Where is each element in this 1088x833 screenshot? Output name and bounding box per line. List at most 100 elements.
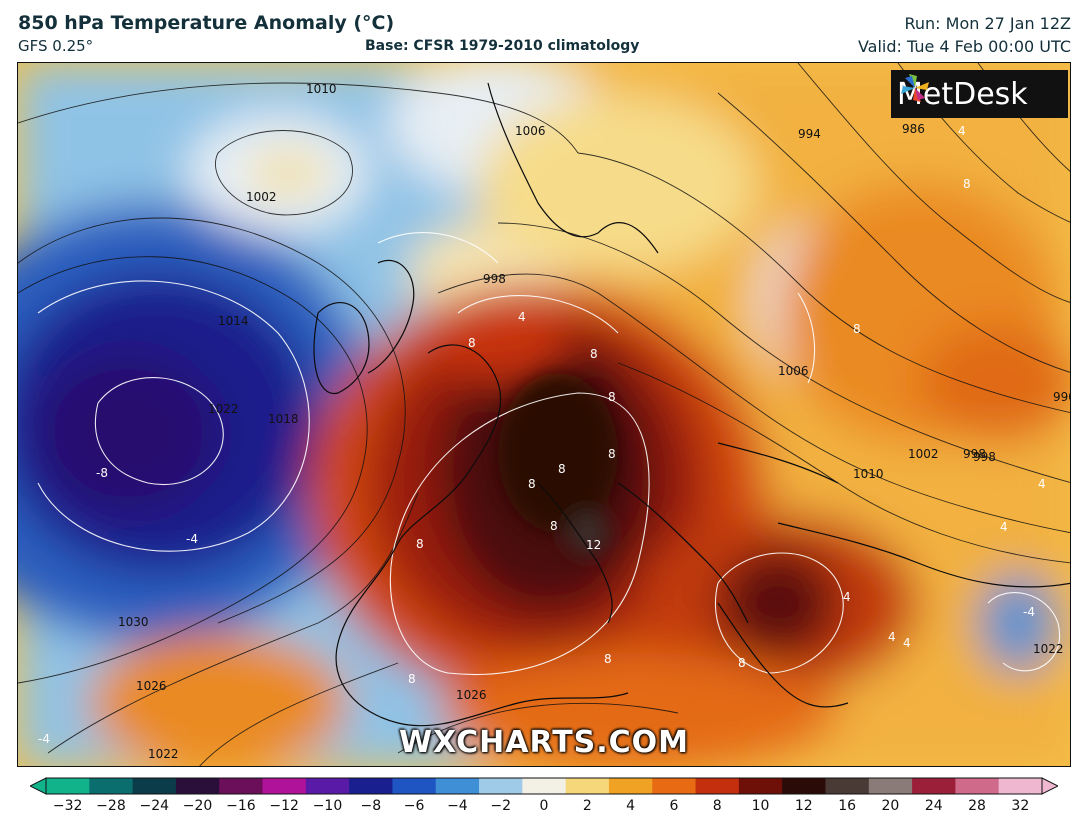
colorbar-tick-label: −32	[52, 798, 83, 814]
colorbar-tick-label: 20	[881, 798, 900, 814]
isobar-label: 1014	[218, 314, 249, 328]
colorbar-cell	[565, 778, 610, 794]
anomaly-isoline-label: 8	[528, 477, 536, 491]
isobar-label: 1030	[118, 615, 149, 629]
colorbar-cell	[479, 778, 523, 794]
climatology-base-label: Base: CFSR 1979-2010 climatology	[365, 38, 640, 54]
colorbar-cell	[825, 778, 870, 794]
colorbar-cell	[782, 778, 826, 794]
colorbar-tick-label: 8	[712, 798, 722, 814]
anomaly-isoline-label: -4	[1023, 605, 1035, 619]
colorbar-tick-label: 6	[669, 798, 679, 814]
colorbar-tick-label: 2	[582, 798, 592, 814]
colorbar-frame	[45, 777, 1043, 795]
isobar-label: 998	[973, 450, 996, 464]
metdesk-logo: MetDesk	[891, 70, 1068, 118]
colorbar-cell	[738, 778, 783, 794]
isobar-label: 1026	[456, 688, 487, 702]
anomaly-isoline-label: 8	[738, 656, 746, 670]
colorbar-cell	[219, 778, 264, 794]
anomaly-core	[498, 373, 618, 555]
anomaly-isoline-label: 4	[1038, 477, 1046, 491]
anomaly-map[interactable]: 1010 1006 1002 998 994 986 1014 1018 1022 1030 102…	[17, 62, 1071, 767]
anomaly-isoline-label: 8	[604, 652, 612, 666]
anomaly-isoline-label: 4	[843, 590, 851, 604]
isobar-label: 1022	[1033, 642, 1064, 656]
colorbar-cell	[695, 778, 740, 794]
colorbar-over-arrow	[1041, 777, 1058, 795]
colorbar-cell	[868, 778, 913, 794]
anomaly-isoline-label: 8	[590, 347, 598, 361]
colorbar-cell	[262, 778, 307, 794]
colorbar-tick-label: −10	[312, 798, 343, 814]
anomaly-isoline-label: 4	[903, 636, 911, 650]
colorbar-cell	[392, 778, 437, 794]
colorbar-tick-label: −4	[447, 798, 468, 814]
valid-time-label: Valid: Tue 4 Feb 00:00 UTC	[857, 37, 1071, 56]
anomaly-isoline-label: 8	[558, 462, 566, 476]
color-scale-cells	[30, 777, 1058, 795]
isobar-label: 998	[963, 447, 986, 461]
anomaly-isoline-label: 4	[958, 124, 966, 138]
colorbar-tick-label: 4	[626, 798, 636, 814]
colorbar-cell	[608, 778, 653, 794]
colorbar-cell	[955, 778, 1000, 794]
contour-labels: 1010 1006 1002 998 994 986 1014 1018 1022 1030 102…	[38, 82, 1071, 761]
anomaly-isoline-label: 4	[518, 310, 526, 324]
chart-title: 850 hPa Temperature Anomaly (°C)	[18, 12, 395, 34]
colorbar-tick-label: 12	[794, 798, 813, 814]
colorbar-cell	[998, 778, 1043, 794]
colorbar-cell	[435, 778, 480, 794]
isobar-label: 1022	[208, 402, 239, 416]
colorbar-tick-label: 24	[924, 798, 943, 814]
colorbar-tick-label: 16	[838, 798, 857, 814]
colorbar-tick-label: −6	[403, 798, 425, 814]
anomaly-isoline-label: 8	[550, 519, 558, 533]
isobar-label: 1006	[515, 124, 546, 138]
anomaly-isoline-label: 8	[408, 672, 416, 686]
colorbar-tick-label: −2	[490, 798, 512, 814]
colorbar-tick-label: 0	[539, 798, 549, 814]
anomaly-isoline-label: 8	[963, 177, 971, 191]
colorbar-cell	[132, 778, 177, 794]
isobar-label: 998	[483, 272, 506, 286]
colorbar-cell	[522, 778, 567, 794]
colorbar-cell	[652, 778, 697, 794]
colorbar-tick-label: −28	[96, 798, 126, 814]
isobar-label: 1010	[306, 82, 337, 96]
anomaly-isoline-label: -8	[96, 466, 108, 480]
isobar-label: 1006	[778, 364, 809, 378]
anomaly-shading	[18, 63, 1070, 766]
anomaly-isoline-label: 8	[468, 336, 476, 350]
isobar-label: 986	[902, 122, 925, 136]
coastlines	[313, 82, 1070, 727]
anomaly-isoline-label: 8	[853, 322, 861, 336]
colorbar-cell	[305, 778, 350, 794]
colorbar-tick-label: −12	[269, 798, 299, 814]
colorbar-under-arrow	[30, 777, 47, 795]
map-canvas: 1010 1006 1002 998 994 986 1014 1018 1022 1030 102…	[18, 63, 1071, 766]
anomaly-isoline-label: 12	[586, 538, 601, 552]
colorbar-cell	[349, 778, 393, 794]
isobar-label: 1002	[908, 447, 939, 461]
colorbar-cell	[912, 778, 956, 794]
wxcharts-watermark: WXCHARTS.COM	[398, 725, 690, 760]
run-time-label: Run: Mon 27 Jan 12Z	[904, 14, 1072, 33]
colorbar-cell	[175, 778, 220, 794]
colorbar-tick-label: 10	[751, 798, 770, 814]
colorbar-tick-label: −16	[226, 798, 256, 814]
isobar-label: 1026	[136, 679, 167, 693]
anomaly-isoline-label: 4	[1000, 520, 1008, 534]
metdesk-pinwheel-icon	[901, 74, 929, 102]
colorbar-tick-label: 28	[968, 798, 986, 814]
isobar-label: 990	[1053, 390, 1071, 404]
isobar-label: 994	[798, 127, 821, 141]
anomaly-isoline-label: -4	[186, 532, 198, 546]
isobar-label: 1018	[268, 412, 299, 426]
isobar-label: 1002	[246, 190, 277, 204]
colorbar-cell	[89, 778, 134, 794]
colorbar-tick-label: −8	[360, 798, 382, 814]
anomaly-isoline-label: 8	[416, 537, 424, 551]
model-label: GFS 0.25°	[18, 37, 94, 55]
colorbar-tick-label: −24	[139, 798, 170, 814]
